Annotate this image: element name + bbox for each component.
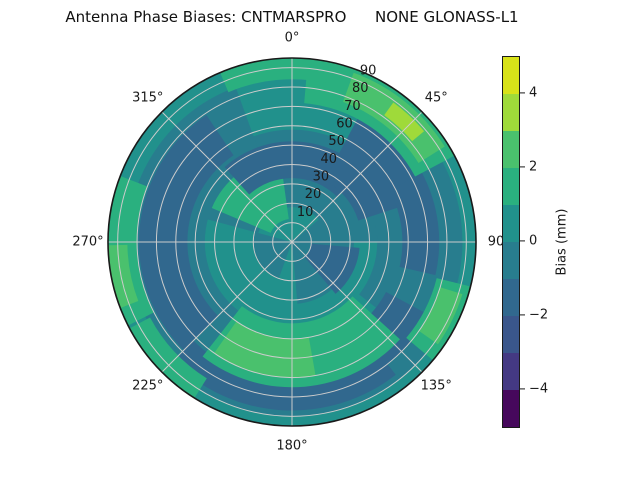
r-tick-label: 40: [321, 152, 338, 167]
colorbar: [502, 56, 520, 428]
r-tick-label: 60: [336, 116, 353, 131]
colorbar-segment-4-5: [503, 57, 519, 94]
theta-tick-label: 180°: [276, 439, 307, 454]
colorbar-tick-mark: [519, 240, 525, 242]
colorbar-tick-mark: [519, 388, 525, 390]
region-right-dark-arc: [389, 172, 440, 276]
colorbar-tick-mark: [519, 166, 525, 168]
colorbar-tick-label: 4: [529, 85, 538, 101]
region-top-edge-green-arc: [220, 58, 331, 93]
polar-grid: [108, 58, 476, 426]
region-center-lowleft-patch: [253, 231, 292, 279]
colorbar-segment-1-2: [503, 168, 519, 205]
colorbar-tick-label: −4: [529, 381, 549, 397]
region-top-dark-ring: [224, 141, 364, 197]
colorbar-segment-3-4: [503, 94, 519, 131]
r-tick-labels: 10 20 30 40 50 60 70 80 90: [297, 63, 377, 220]
colorbar-tick-mark: [519, 314, 525, 316]
r-tick-label: 20: [305, 187, 322, 202]
region-bottom-green-core: [214, 321, 316, 378]
region-center-dark-blob: [304, 243, 360, 294]
colorbar-segment--2--1: [503, 279, 519, 316]
theta-tick-label: 90: [488, 235, 505, 250]
colorbar-segment-0-1: [503, 205, 519, 242]
r-tick-label: 50: [328, 134, 345, 149]
colorbar-tick-label: 0: [529, 233, 538, 249]
r-tick-label: 10: [297, 205, 314, 220]
theta-tick-label: 45°: [425, 90, 448, 105]
colorbar-segment--5--4: [503, 390, 519, 427]
polar-spine: [107, 57, 477, 427]
theta-tick-label: 270°: [72, 235, 103, 250]
colorbar-axis-label: Bias (mm): [554, 208, 570, 276]
theta-tick-label: 135°: [421, 379, 452, 394]
region-left-dark-arc: [138, 115, 234, 351]
r-tick-label: 80: [352, 81, 369, 96]
chart-title: Antenna Phase Biases: CNTMARSPRO NONE GL…: [65, 8, 519, 26]
region-bottomright-green-sliver: [418, 287, 463, 345]
theta-tick-label: 0°: [285, 31, 300, 46]
colorbar-tick-label: 2: [529, 159, 538, 175]
region-bottomleft-edge-green: [129, 317, 207, 399]
colorbar-tick-label: −2: [529, 307, 549, 323]
colorbar-segment-2-3: [503, 131, 519, 168]
region-bottom-dark-arc: [172, 340, 396, 411]
r-tick-label: 30: [313, 170, 330, 185]
colorbar-segment--1-0: [503, 242, 519, 279]
theta-tick-labels: 0° 45° 90 135° 180° 225° 270° 315°: [72, 31, 504, 454]
colorbar-segment--4--3: [503, 353, 519, 390]
r-tick-label: 90: [360, 63, 377, 78]
colorbar-tick-mark: [519, 92, 525, 94]
r-tick-label: 70: [344, 99, 361, 114]
region-topright-bright-sliver: [384, 102, 425, 142]
theta-tick-label: 315°: [132, 90, 163, 105]
theta-tick-label: 225°: [132, 379, 163, 394]
colorbar-segment--3--2: [503, 316, 519, 353]
